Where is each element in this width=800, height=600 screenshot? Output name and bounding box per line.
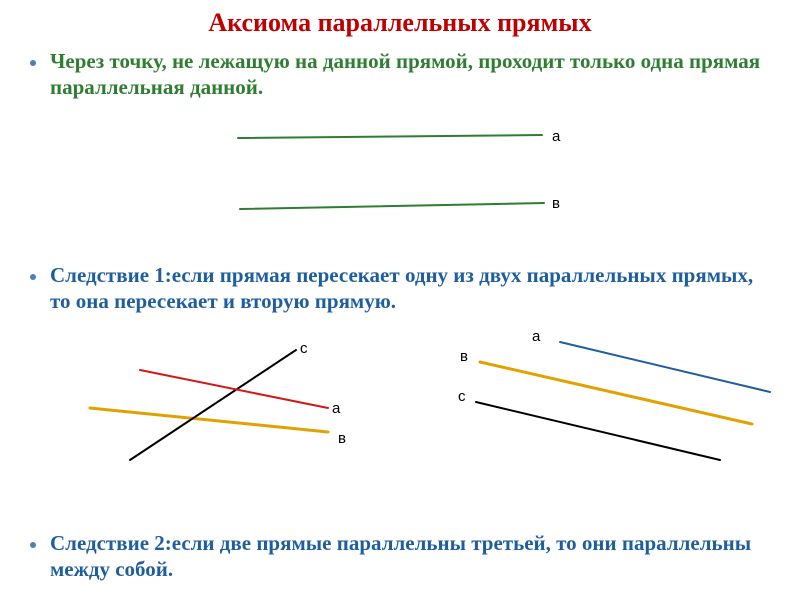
line-label: в bbox=[338, 430, 346, 447]
page-title: Аксиома параллельных прямых bbox=[0, 0, 800, 38]
diagram1-lines bbox=[238, 135, 544, 209]
diagram-line bbox=[560, 342, 770, 392]
line-label: с bbox=[458, 388, 466, 405]
axiom-block: Через точку, не лежащую на данной прямой… bbox=[30, 48, 770, 101]
diagram-line bbox=[90, 408, 328, 432]
diagram-line bbox=[476, 402, 720, 460]
corollary2-text: Следствие 2:если две прямые параллельны … bbox=[50, 530, 770, 583]
diagram-line bbox=[480, 362, 752, 424]
bullet-dot bbox=[30, 274, 36, 280]
corollary1-text: Следствие 1:если прямая пересекает одну … bbox=[50, 262, 770, 315]
bullet-dot bbox=[30, 542, 36, 548]
line-label: в bbox=[460, 348, 468, 365]
line-label: с bbox=[300, 340, 308, 357]
corollary2-block: Следствие 2:если две прямые параллельны … bbox=[30, 530, 770, 583]
diagram2-left-lines bbox=[90, 350, 328, 460]
corollary1-block: Следствие 1:если прямая пересекает одну … bbox=[30, 262, 770, 315]
line-label: а bbox=[552, 128, 560, 145]
diagram-line bbox=[130, 350, 296, 460]
diagram2-right-lines bbox=[476, 342, 770, 460]
bullet-dot bbox=[30, 60, 36, 66]
diagram-line bbox=[238, 135, 542, 138]
line-label: в bbox=[552, 195, 560, 212]
line-label: а bbox=[332, 400, 340, 417]
diagram-line bbox=[140, 370, 328, 408]
axiom-text: Через точку, не лежащую на данной прямой… bbox=[50, 48, 770, 101]
line-label: а bbox=[532, 328, 540, 345]
diagram-line bbox=[240, 203, 544, 209]
